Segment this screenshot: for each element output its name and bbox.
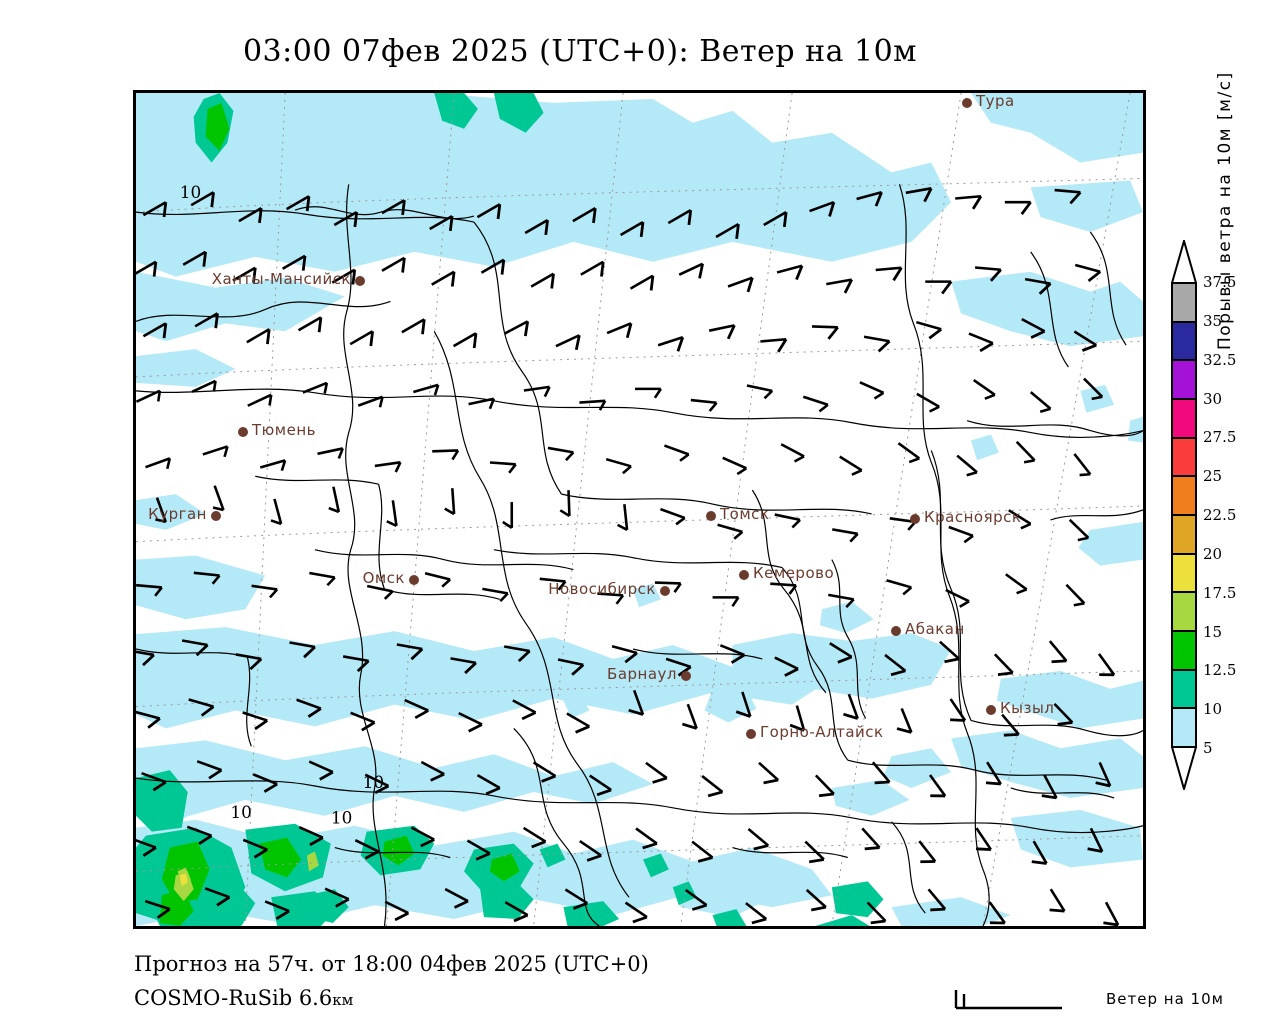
colorbar-tick-5: 5 [1203,739,1213,757]
model-name: COSMO-RuSib [134,986,299,1010]
colorbar-band-22.5-25 [1173,477,1195,517]
colorbar-top-arrow [1171,240,1197,284]
wind-barb-legend-label: Ветер на 10м [1106,990,1224,1008]
colorbar-tick-20: 20 [1203,544,1223,563]
map-coastlines [136,184,1143,926]
city-label: Омск [362,569,405,587]
page-title: 03:00 07фев 2025 (UTC+0): Ветер на 10м [242,34,918,69]
city-label: Горно-Алтайск [760,723,884,741]
colorbar-tick-15: 15 [1203,622,1223,641]
colorbar-band-10-12.5 [1173,670,1195,710]
city-dot [681,671,691,681]
colorbar-tick-12.5: 12.5 [1203,661,1237,680]
city-dot [891,626,901,636]
colorbar-bottom-arrow [1171,746,1197,790]
city-dot [238,427,248,437]
colorbar-band-15-17.5 [1173,593,1195,633]
colorbar-tick-27.5: 27.5 [1203,428,1237,447]
colorbar-band-32.5-35 [1173,322,1195,362]
colorbar-band-27.5-30 [1173,400,1195,439]
svg-text:10: 10 [331,808,352,828]
city-label: Томск [720,505,770,523]
city-dot [706,511,716,521]
colorbar-axis-label: Порывы ветра на 10м [м/с] [1215,71,1235,350]
model-resolution: 6.6 [298,986,333,1010]
gust-fill-17.5-20 [179,873,188,887]
city-label: Новосибирск [548,580,656,598]
colorbar-band-35-37.5 [1173,284,1195,323]
wind-barb-legend: Ветер на 10м [950,986,1224,1012]
map-canvas: 10 10 10 10 [136,93,1143,926]
colorbar-band-25-27.5 [1173,438,1195,478]
city-dot [910,514,920,524]
city-label: Кемерово [753,564,835,582]
colorbar-band-12.5-15 [1173,632,1195,671]
city-label: Курган [148,505,207,523]
city-dot [962,98,972,108]
city-label: Тюмень [252,421,316,439]
city-label: Ханты-Мансийск [211,270,351,288]
svg-text:10: 10 [363,772,384,792]
colorbar-tick-30: 30 [1203,389,1223,408]
city-dot [409,575,419,585]
colorbar-band-20-22.5 [1173,516,1195,555]
colorbar-tick-17.5: 17.5 [1203,583,1237,602]
weather-map[interactable]: 10 10 10 10 Тура Ханты-Мансийск Тюмень Кург… [133,90,1146,929]
city-label: Барнаул [607,665,677,683]
colorbar-tick-37.5: 37.5 [1203,273,1237,291]
model-info: COSMO-RuSib 6.6км [134,986,353,1010]
colorbar[interactable]: 37.5 35 32.5 30 27.5 25 22.5 20 17.5 15 12.5 10 5 [1165,240,1236,800]
city-dot [746,729,756,739]
city-dot [739,570,749,580]
colorbar-tick-32.5: 32.5 [1203,350,1237,369]
colorbar-bands [1171,282,1197,748]
colorbar-tick-25: 25 [1203,467,1223,486]
city-dot [355,276,365,286]
city-label: Тура [976,92,1015,110]
city-dot [986,705,996,715]
colorbar-band-17.5-20 [1173,554,1195,594]
colorbar-band-5-10 [1173,709,1195,747]
map-gridlines [136,93,1143,926]
city-label: Красноярск [924,508,1022,526]
model-resolution-unit: км [332,991,354,1009]
wind-barb-icon [954,990,1062,1010]
colorbar-tick-10: 10 [1203,700,1223,719]
city-dot [660,586,670,596]
gust-fill-12.5-15 [159,102,520,926]
colorbar-tick-35: 35 [1203,311,1223,330]
contour-labels: 10 10 10 10 [180,182,384,827]
colorbar-tick-22.5: 22.5 [1203,506,1237,524]
forecast-info: Прогноз на 57ч. от 18:00 04фев 2025 (UTC… [134,952,649,976]
colorbar-band-30-32.5 [1173,361,1195,401]
city-label: Абакан [905,620,965,638]
svg-text:10: 10 [230,802,251,822]
svg-text:10: 10 [180,182,201,202]
city-dot [211,511,221,521]
city-layer: Тура Ханты-Мансийск Тюмень Курган Омск Томск К… [136,93,1143,926]
city-label: Кызыл [1000,699,1055,717]
